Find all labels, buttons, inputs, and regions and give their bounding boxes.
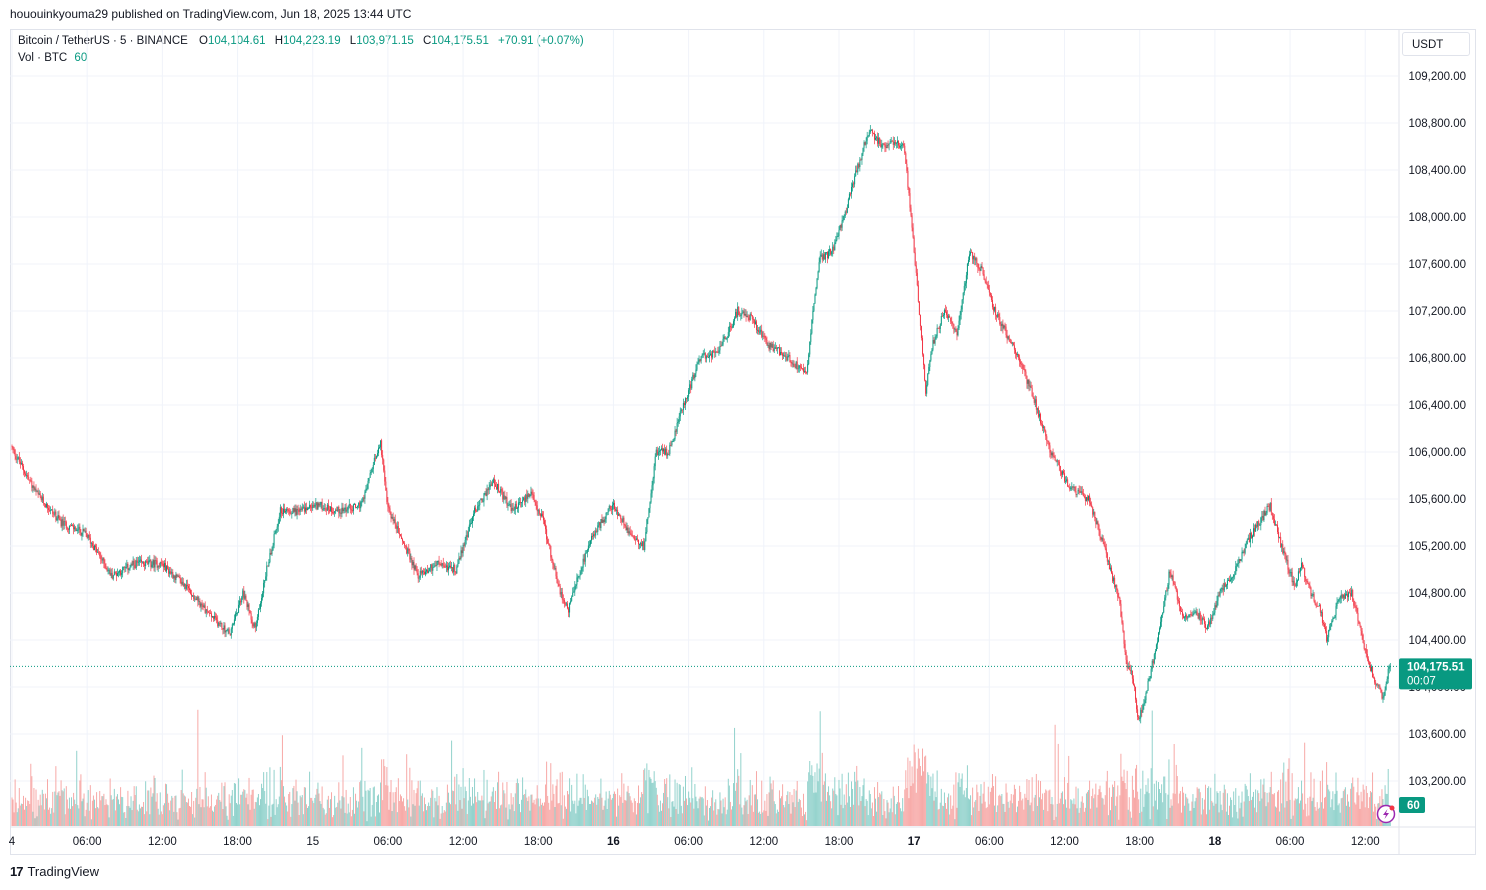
volume-value: 60 xyxy=(74,52,88,64)
footer-brand[interactable]: TradingView xyxy=(27,864,100,879)
open-label: O xyxy=(199,35,208,47)
published-line: hououinkyouma29 published on TradingView… xyxy=(10,7,412,21)
symbol-description[interactable]: Bitcoin / TetherUS · 5 · BINANCE xyxy=(18,35,188,47)
ohlc-legend: Bitcoin / TetherUS · 5 · BINANCE O104,10… xyxy=(18,35,584,47)
low-value: 103,971.15 xyxy=(356,35,414,47)
high-value: 104,223.19 xyxy=(283,35,341,47)
close-value: 104,175.51 xyxy=(431,35,489,47)
tradingview-logo-icon: 17 xyxy=(10,864,24,879)
low-label: L xyxy=(349,35,357,47)
footer: 17 TradingView xyxy=(10,864,99,879)
high-label: H xyxy=(274,35,284,47)
chart-frame xyxy=(10,29,1476,855)
currency-button[interactable]: USDT xyxy=(1402,32,1470,56)
volume-legend: Vol · BTC 60 xyxy=(18,52,87,64)
open-value: 104,104.61 xyxy=(207,35,266,47)
close-label: C xyxy=(422,35,432,47)
change-value: +70.91 (+0.07%) xyxy=(498,35,584,47)
volume-label[interactable]: Vol · BTC xyxy=(18,52,68,64)
